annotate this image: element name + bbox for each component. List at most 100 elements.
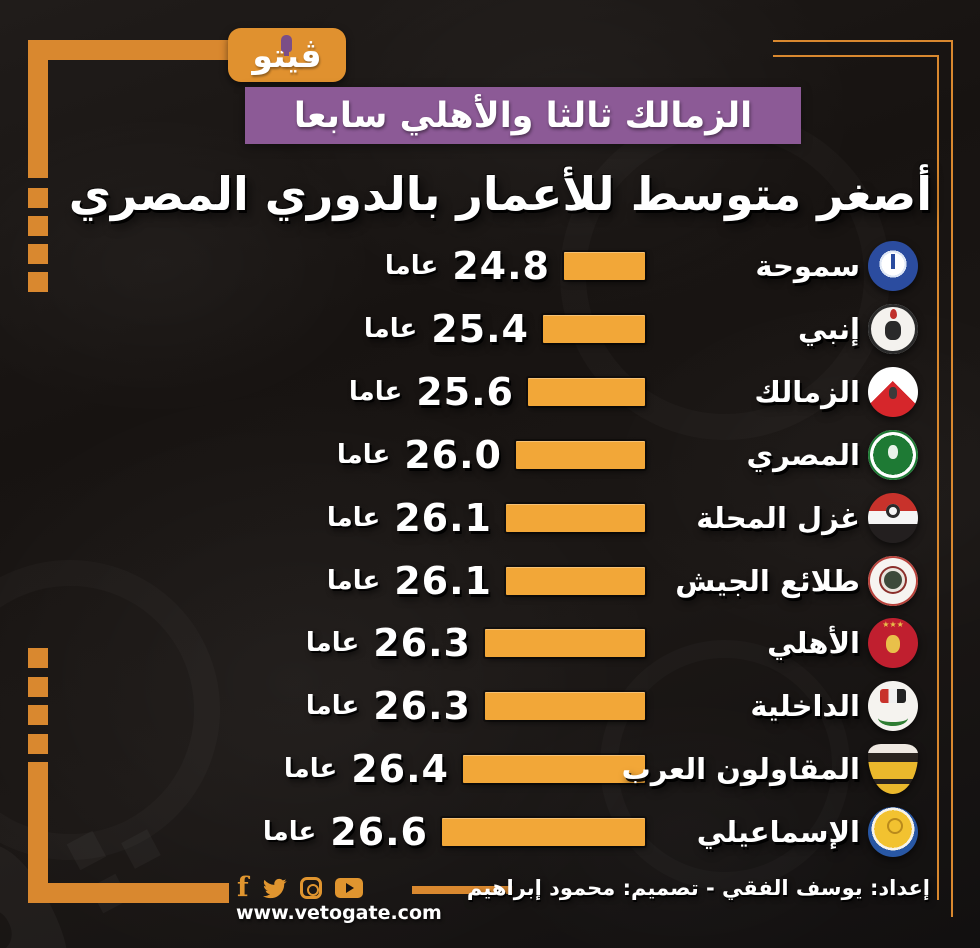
team-name: سموحة	[755, 249, 860, 283]
team-name: طلائع الجيش	[675, 564, 860, 598]
twitter-icon[interactable]	[262, 876, 287, 901]
youtube-icon[interactable]	[334, 878, 363, 898]
team-row: عاما 25.6 الزمالك	[0, 367, 980, 417]
age-label-group: عاما 26.6	[263, 807, 645, 857]
frame-dash	[28, 216, 48, 236]
age-value: 26.1	[394, 496, 492, 540]
age-label-group: عاما 26.4	[284, 744, 645, 794]
almokawloon-crest-icon	[868, 744, 918, 794]
age-bar	[442, 818, 645, 846]
age-unit-label: عاما	[326, 566, 381, 596]
age-unit-label: عاما	[363, 314, 418, 344]
headline-banner: الزمالك ثالثا والأهلي سابعا	[245, 87, 801, 144]
team-name: الأهلي	[767, 626, 860, 660]
age-value: 25.4	[431, 307, 529, 351]
age-value: 26.0	[404, 433, 502, 477]
team-name: الداخلية	[750, 689, 860, 723]
team-row: عاما 26.4 المقاولون العرب	[0, 744, 980, 794]
age-bar	[485, 629, 645, 657]
age-label-group: عاما 25.4	[364, 304, 645, 354]
age-bar	[506, 567, 645, 595]
frame-corner-top-left	[28, 40, 229, 60]
ismaily-crest-icon	[868, 807, 918, 857]
age-unit-label: عاما	[262, 817, 317, 847]
team-name: الزمالك	[754, 375, 860, 409]
frame-dash	[28, 705, 48, 725]
age-value: 26.3	[373, 684, 471, 728]
age-unit-label: عاما	[336, 440, 391, 470]
talaea-elgaish-crest-icon	[868, 556, 918, 606]
age-label-group: عاما 25.6	[349, 367, 645, 417]
vetogate-logo: ڤيتو	[228, 28, 346, 82]
age-label-group: عاما 24.8	[385, 241, 645, 291]
age-bar	[543, 315, 645, 343]
age-bar	[463, 755, 645, 783]
team-row: عاما 26.1 طلائع الجيش	[0, 556, 980, 606]
team-name: المصري	[746, 438, 860, 472]
website-url: www.vetogate.com	[236, 902, 442, 924]
eldakhleya-crest-icon	[868, 681, 918, 731]
age-unit-label: عاما	[283, 754, 338, 784]
age-unit-label: عاما	[305, 691, 360, 721]
age-value: 24.8	[452, 244, 550, 288]
age-value: 26.6	[330, 810, 428, 854]
age-label-group: عاما 26.1	[327, 493, 645, 543]
age-unit-label: عاما	[384, 251, 439, 281]
team-name: الإسماعيلي	[696, 815, 860, 849]
frame-line-top-right-inner	[773, 55, 939, 57]
frame-line-right-inner	[937, 55, 939, 900]
age-bar	[485, 692, 645, 720]
age-unit-label: عاما	[326, 503, 381, 533]
age-bar	[528, 378, 645, 406]
frame-dash	[28, 244, 48, 264]
age-bar	[564, 252, 645, 280]
team-row: عاما 26.6 الإسماعيلي	[0, 807, 980, 857]
social-icons-row: f	[237, 874, 363, 902]
team-name: غزل المحلة	[696, 501, 860, 535]
credits-text: إعداد: يوسف الفقي - تصميم: محمود إبراهيم	[466, 876, 930, 900]
page-title: أصغر متوسط للأعمار بالدوري المصري	[68, 167, 932, 221]
frame-corner-top-left	[28, 40, 48, 178]
smouha-crest-icon	[868, 241, 918, 291]
team-name: إنبي	[797, 312, 860, 346]
frame-line-right-outer	[951, 40, 953, 917]
age-value: 26.4	[351, 747, 449, 791]
team-row: عاما 24.8 سموحة	[0, 241, 980, 291]
age-label-group: عاما 26.0	[337, 430, 645, 480]
almasry-crest-icon	[868, 430, 918, 480]
age-value: 25.6	[416, 370, 514, 414]
team-name: المقاولون العرب	[621, 752, 860, 786]
microphone-icon	[281, 35, 292, 56]
age-unit-label: عاما	[348, 377, 403, 407]
team-row: عاما 26.3 الداخلية	[0, 681, 980, 731]
footer-divider-line	[412, 886, 513, 894]
frame-corner-bottom-left	[28, 762, 48, 903]
frame-corner-bottom-left	[28, 883, 229, 903]
zamalek-crest-icon	[868, 367, 918, 417]
frame-dash	[28, 188, 48, 208]
age-label-group: عاما 26.3	[306, 681, 645, 731]
ghazl-elmahalla-crest-icon	[868, 493, 918, 543]
frame-dash	[28, 272, 48, 292]
age-label-group: عاما 26.3	[306, 618, 645, 668]
team-row: عاما 26.3 الأهلي	[0, 618, 980, 668]
alahly-crest-icon	[868, 618, 918, 668]
age-unit-label: عاما	[305, 628, 360, 658]
frame-dash	[28, 734, 48, 754]
age-value: 26.1	[394, 559, 492, 603]
frame-dash	[28, 677, 48, 697]
age-value: 26.3	[373, 621, 471, 665]
frame-dash	[28, 648, 48, 668]
team-row: عاما 26.1 غزل المحلة	[0, 493, 980, 543]
team-row: عاما 25.4 إنبي	[0, 304, 980, 354]
age-bar	[516, 441, 645, 469]
age-label-group: عاما 26.1	[327, 556, 645, 606]
age-bar	[506, 504, 645, 532]
facebook-icon[interactable]: f	[237, 872, 249, 903]
frame-line-top-right-outer	[773, 40, 953, 42]
instagram-icon[interactable]	[299, 877, 322, 899]
enppi-crest-icon	[868, 304, 918, 354]
team-row: عاما 26.0 المصري	[0, 430, 980, 480]
